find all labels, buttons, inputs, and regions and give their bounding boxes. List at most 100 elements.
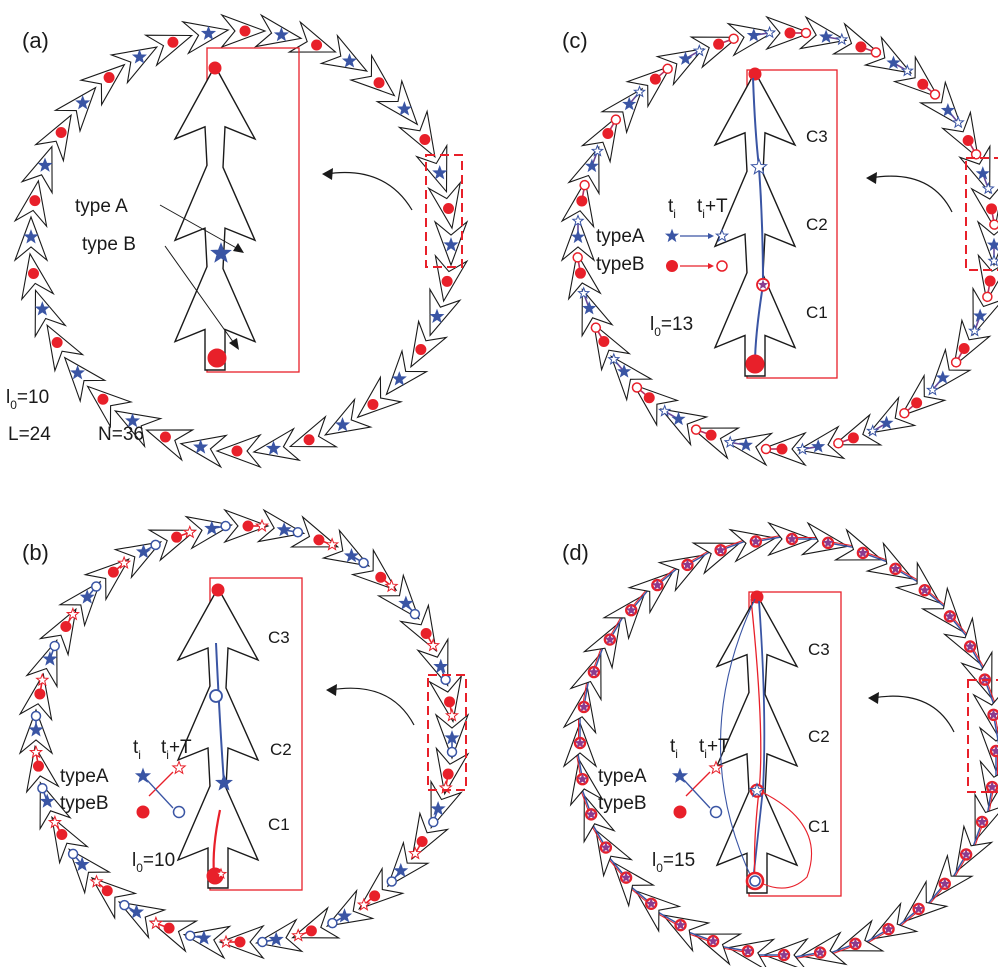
ring-cell	[38, 607, 77, 657]
ring-cell-type-a-marker	[879, 415, 894, 430]
ring-cell-type-a-marker-open	[795, 442, 810, 455]
ring-cell-type-b-marker-open	[327, 917, 338, 929]
ring-cell-type-b-marker-open	[358, 557, 369, 569]
zoom-bottom-type-a-marker-open	[749, 875, 761, 887]
ring-cell-type-a-marker	[681, 558, 693, 570]
ring-cell-type-b-marker-open	[220, 520, 231, 532]
ring-cell-type-a-marker-open	[356, 897, 371, 911]
legend-type-b-marker	[666, 260, 678, 272]
ring-cell	[287, 20, 337, 53]
zoom-top-type-b-marker	[208, 61, 222, 75]
ring-cell-type-a-marker	[778, 949, 790, 960]
legend-symbols-c	[664, 228, 730, 272]
ring-cell-type-a-marker	[886, 55, 901, 69]
ring-cell-type-a-marker	[588, 666, 600, 677]
ring-cell-type-a-marker	[986, 781, 998, 792]
panel-tag-a: (a)	[22, 28, 49, 53]
selection-box-a	[425, 154, 463, 268]
n-label-a: N=36	[98, 424, 144, 445]
ring-a	[13, 13, 469, 469]
ring-cell-type-a-marker	[200, 25, 217, 40]
ring-cell-type-a-marker	[622, 96, 637, 111]
ring-cell-type-b-marker-open	[590, 322, 602, 333]
ring-cell-type-a-marker	[857, 546, 869, 558]
type-a-pointer	[159, 204, 241, 251]
ring-cell	[113, 410, 163, 449]
ring-cell-type-a-marker	[343, 547, 359, 563]
l0-label-b: l0=10	[132, 850, 175, 875]
legend-type-b-arrow-head	[708, 263, 714, 269]
legend-typeA-b: typeA	[60, 766, 109, 787]
ring-cell-type-a-marker	[944, 610, 956, 622]
ring-cell	[867, 395, 917, 434]
ring-cell	[291, 906, 341, 939]
ring-cell-type-a-marker	[574, 737, 586, 748]
ring-cell-type-b-marker-open	[989, 219, 998, 230]
zoom-cell-outline	[173, 64, 257, 371]
zoom-type-a-marker	[215, 773, 233, 791]
legend-typeB-b: typeB	[60, 793, 109, 814]
ring-cell-type-a-marker-open	[657, 404, 672, 417]
ring-cell-type-a-marker	[23, 229, 39, 244]
ring-cell-type-a-marker	[750, 535, 762, 547]
ring-cell	[34, 288, 68, 339]
ring-cell-type-b-marker	[367, 398, 379, 410]
ring-cell-type-b-marker	[419, 133, 431, 145]
ring-cell-type-a-marker	[604, 633, 616, 645]
ring-cell-type-a-marker	[645, 897, 657, 909]
ring-cell-type-a-marker-open	[291, 928, 306, 942]
zoom-type-a-marker-open	[748, 782, 766, 798]
ring-cell-type-a-marker-open	[182, 525, 197, 539]
ring-cell-type-a-marker	[707, 935, 719, 946]
ring-cell-type-b-marker	[705, 429, 717, 441]
panel-d: (d) C3 C2 C1 ti ti+T typeA typeB l0=15	[562, 521, 998, 967]
ring-cell-type-b-marker-open	[662, 63, 673, 75]
legend-ti-d: ti	[670, 736, 678, 761]
ring-cell	[655, 48, 705, 87]
ring-cell-type-a-marker	[34, 301, 50, 316]
ring-cell-type-a-marker-open	[47, 814, 62, 829]
ring-cell-type-a-marker-open	[981, 181, 995, 195]
ring-cell-type-b-marker-open	[90, 581, 102, 592]
ring-cell	[46, 323, 85, 373]
ring-cell	[20, 145, 53, 195]
ring-cell	[690, 427, 741, 460]
ring-cell-type-b-marker-open	[409, 608, 421, 620]
ring-cell	[958, 144, 991, 194]
zoom-arrow-head-d	[868, 692, 879, 704]
legend-type-a-marker	[134, 767, 152, 783]
zoom-type-a-trajectory	[215, 642, 225, 784]
ring-cell	[659, 408, 709, 447]
zoom-type-a-marker	[757, 279, 769, 290]
cell-label-c2-c: C2	[806, 215, 828, 234]
ring-cell-type-a-marker	[678, 51, 693, 65]
ring-cell-type-a-marker-open	[762, 25, 777, 39]
ring-cell	[253, 13, 303, 48]
ring-cell-type-a-marker	[939, 877, 951, 889]
ring-cell-type-a-marker	[337, 908, 353, 923]
ring-cell-type-b-marker	[574, 267, 586, 279]
ring-cell	[33, 113, 72, 163]
ring-cell	[254, 918, 304, 953]
ring-cell-type-a-marker-open	[607, 352, 621, 365]
ring-cell-type-b-marker	[51, 337, 63, 349]
ring-cell-type-b-marker-open	[30, 710, 42, 722]
legend-type-b-arrow	[685, 771, 711, 797]
ring-cell-type-b-marker	[313, 534, 325, 546]
zoom-type-b-marker	[745, 354, 765, 374]
l0-label-d: l0=15	[652, 850, 695, 875]
ring-cell	[256, 508, 306, 543]
ring-cell-type-a-marker	[393, 862, 409, 878]
ring-cell	[835, 919, 885, 952]
ring-cell-type-b-marker-open	[982, 291, 993, 303]
ring-cell-type-b-marker-open	[970, 149, 982, 160]
ring-cell	[940, 110, 979, 160]
ring-cell-type-a-marker	[265, 440, 282, 455]
ring-cell	[953, 318, 992, 368]
ring-cell-type-a-marker	[674, 919, 687, 930]
ring-cell	[398, 603, 437, 653]
ring-cell-type-b-marker-open	[572, 252, 583, 263]
ring-cell	[147, 529, 197, 562]
ring-cell-type-a-marker	[37, 157, 53, 172]
